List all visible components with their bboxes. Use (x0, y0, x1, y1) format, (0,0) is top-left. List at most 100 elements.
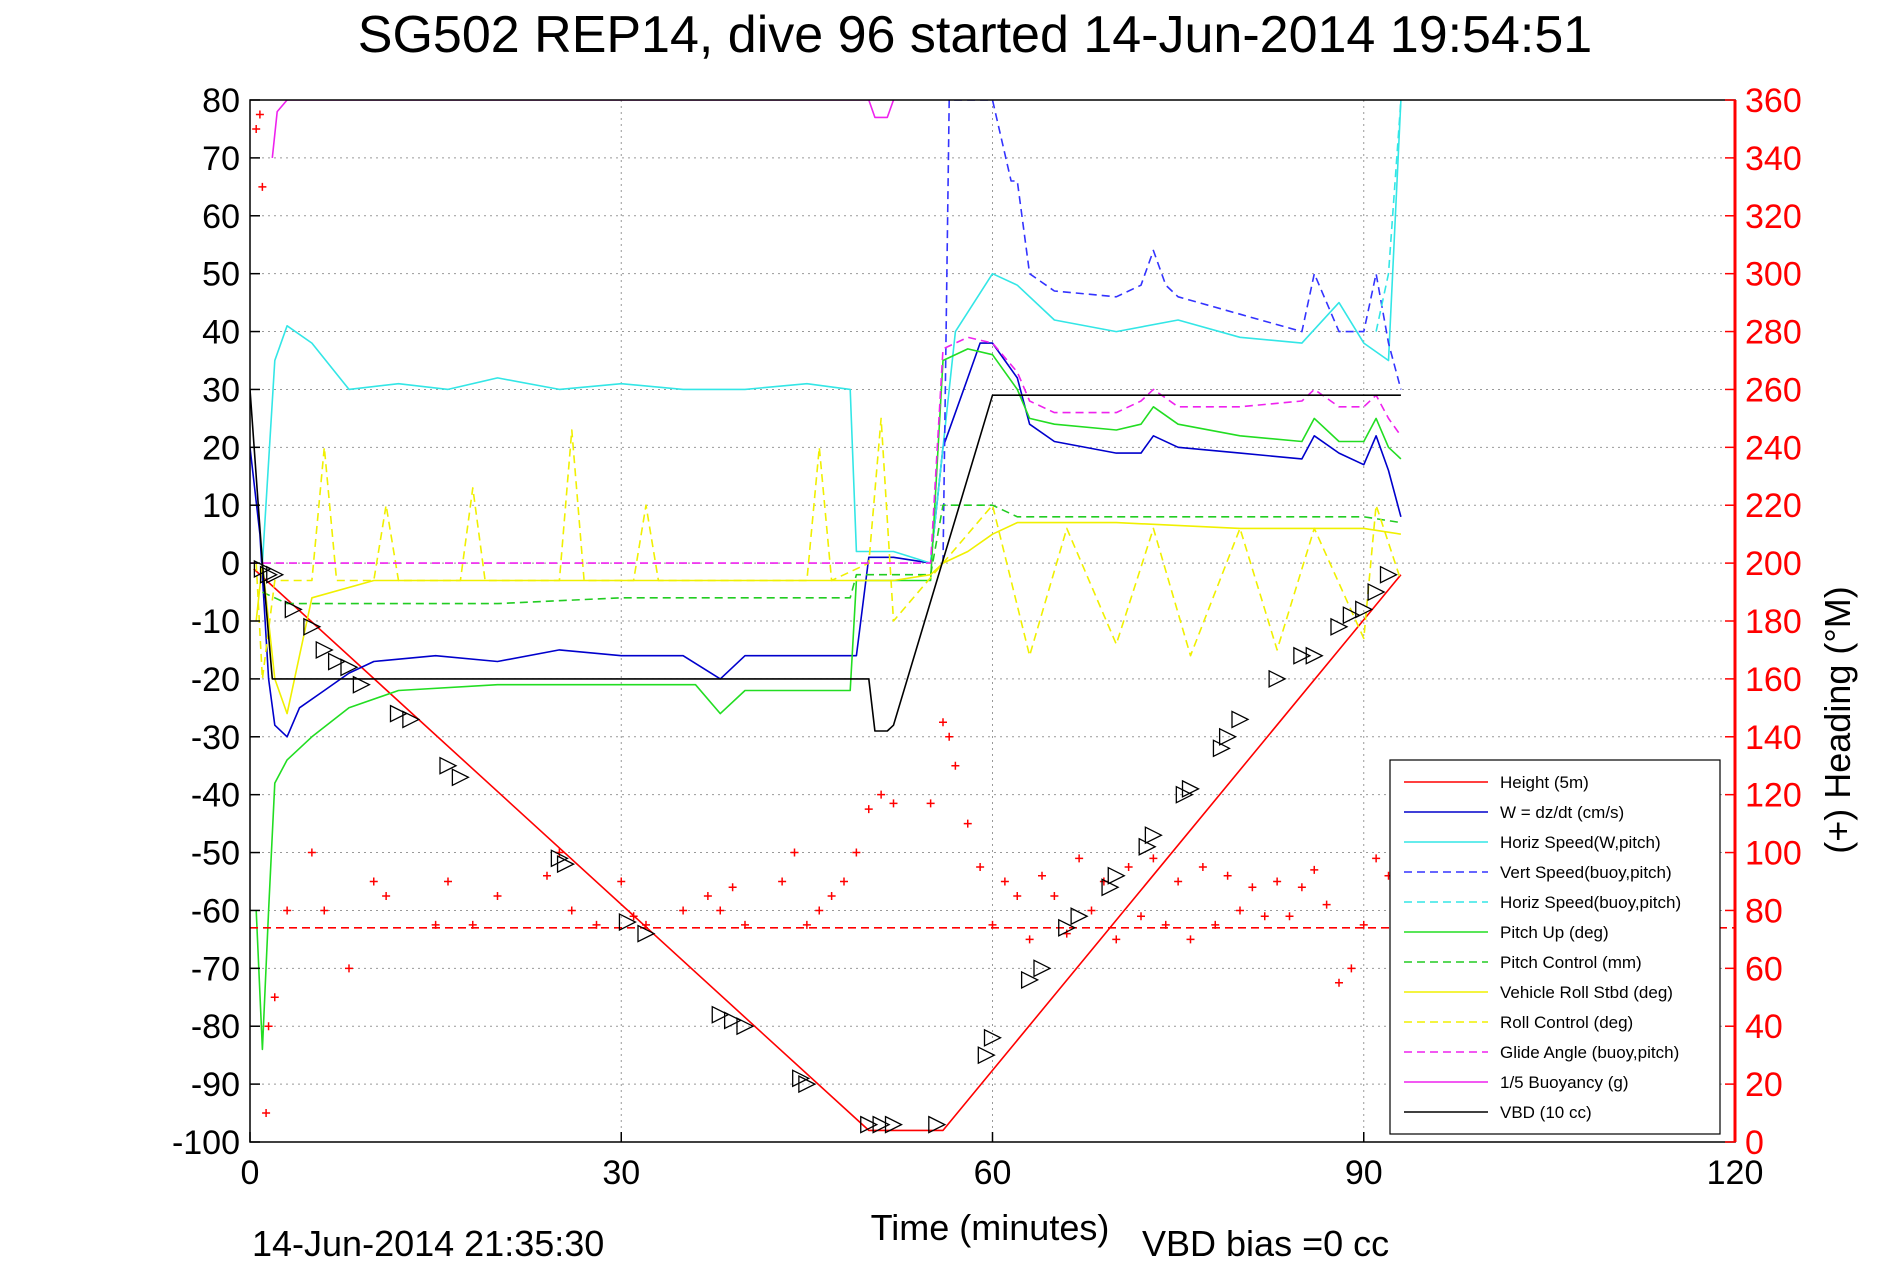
footer-vbd-bias: VBD bias =0 cc (1142, 1223, 1389, 1262)
heading-point (790, 848, 799, 857)
legend-label: Vert Speed(buoy,pitch) (1500, 863, 1672, 882)
y2-tick-label: 140 (1745, 719, 1802, 757)
dive-marker-triangle (983, 1028, 1002, 1047)
legend-label: Height (5m) (1500, 773, 1589, 792)
y2-tick-label: 340 (1745, 140, 1802, 178)
series-line-horiz-speed-buoy-pitch (1375, 100, 1402, 332)
heading-point (1223, 871, 1232, 880)
heading-point (1310, 865, 1319, 874)
y2-tick-label: 120 (1745, 777, 1802, 815)
y-tick-label: 60 (202, 198, 240, 236)
footer-timestamp: 14-Jun-2014 21:35:30 (252, 1223, 604, 1262)
dive-marker-triangle (1367, 583, 1386, 602)
dive-marker-triangle (253, 559, 272, 578)
heading-point (369, 877, 378, 886)
y-tick-label: 50 (202, 256, 240, 294)
dive-marker-triangle (1355, 600, 1374, 619)
dive-marker-triangle (928, 1115, 947, 1134)
y2-tick-label: 260 (1745, 371, 1802, 409)
heading-point (1050, 891, 1059, 900)
x-axis-label: Time (minutes) (871, 1207, 1110, 1248)
dive-marker-triangle (711, 1005, 730, 1024)
series-line-1-5-buoyancy-g (271, 100, 895, 158)
dive-marker-triangle (352, 675, 371, 694)
heading-point (617, 877, 626, 886)
heading-point (1186, 935, 1195, 944)
y-tick-label: 40 (202, 314, 240, 352)
heading-point (1260, 912, 1269, 921)
y2-tick-label: 320 (1745, 198, 1802, 236)
dive-marker-triangle (1181, 779, 1200, 798)
y-tick-label: 80 (202, 82, 240, 120)
y2-tick-label: 40 (1745, 1008, 1783, 1046)
y-tick-label: 10 (202, 487, 240, 525)
legend-box (1389, 759, 1721, 1135)
series-line-w-dz-dt-cm-s (250, 342, 1402, 738)
heading-point (939, 718, 947, 727)
heading-point (1112, 935, 1121, 944)
heading-point (1198, 863, 1207, 872)
dive-marker-triangle (284, 600, 303, 619)
dive-marker-triangle (303, 617, 322, 636)
dive-marker-triangle (723, 1011, 743, 1030)
y2-tick-label: 220 (1745, 487, 1802, 525)
series-line-vert-speed-buoy-pitch (942, 100, 1402, 564)
heading-point (1025, 935, 1034, 944)
series-line-pitch-up-deg (255, 348, 1402, 1051)
heading-point (877, 790, 886, 799)
heading-point (778, 877, 787, 886)
dive-marker-triangle (798, 1075, 817, 1094)
heading-point (1297, 883, 1306, 892)
y-tick-label: 30 (202, 371, 240, 409)
legend-label: Horiz Speed(buoy,pitch) (1500, 893, 1681, 912)
heading-point (945, 732, 954, 741)
dive-marker-triangle (340, 658, 359, 677)
dive-marker-triangle (1305, 646, 1324, 665)
heading-point (270, 993, 279, 1002)
y2-tick-label: 0 (1745, 1124, 1764, 1162)
heading-point (1359, 920, 1368, 929)
dive-marker-triangle (1070, 907, 1089, 926)
dive-marker-triangle (439, 756, 458, 775)
series-line-height-5m (253, 568, 1402, 1132)
heading-point (320, 906, 329, 915)
dive-marker-triangle (389, 704, 408, 723)
heading-point (951, 761, 960, 770)
dive-marker-triangle (1020, 970, 1040, 989)
dive-marker-triangle (736, 1017, 755, 1036)
heading-point (1285, 912, 1294, 921)
y-tick-label: -80 (191, 1008, 240, 1046)
legend-label: Vehicle Roll Stbd (deg) (1500, 983, 1673, 1002)
dive-marker-triangle (1231, 710, 1250, 729)
heading-point (255, 110, 264, 119)
series-line-glide-angle-buoy-pitch (250, 336, 1402, 564)
heading-point (728, 883, 737, 892)
dive-marker-triangle (1218, 727, 1238, 746)
legend-label: Pitch Up (deg) (1500, 923, 1609, 942)
heading-point (567, 906, 576, 915)
right-axis-label: (+) Heading (°M) (1817, 586, 1858, 853)
y2-tick-label: 180 (1745, 603, 1802, 641)
dive-marker-triangle (1058, 918, 1077, 937)
dive-marker-triangle (618, 912, 637, 932)
heading-point (1000, 877, 1009, 886)
heading-point (703, 891, 712, 900)
series-line-horiz-speed-w-pitch (261, 100, 1402, 564)
dive-marker-triangle (1212, 739, 1231, 758)
heading-point (307, 848, 316, 857)
heading-point (1372, 854, 1381, 863)
legend: Height (5m) W = dz/dt (cm/s) Horiz Speed(W… (1389, 759, 1721, 1135)
y-tick-label: -40 (191, 777, 240, 815)
y2-tick-label: 20 (1745, 1066, 1783, 1104)
legend-label: Glide Angle (buoy,pitch) (1500, 1043, 1679, 1062)
heading-point (1124, 863, 1133, 872)
heading-point (1087, 906, 1096, 915)
legend-label: Horiz Speed(W,pitch) (1500, 833, 1661, 852)
legend-label: VBD (10 cc) (1500, 1103, 1592, 1122)
legend-label: W = dz/dt (cm/s) (1500, 803, 1624, 822)
heading-point (1149, 854, 1158, 863)
heading-point (815, 906, 824, 915)
axes: 0 30 60 90 12080706050403020100-10-20-30-40-… (172, 82, 1802, 1192)
dive-marker-triangle (1330, 617, 1349, 636)
heading-point (283, 906, 292, 915)
